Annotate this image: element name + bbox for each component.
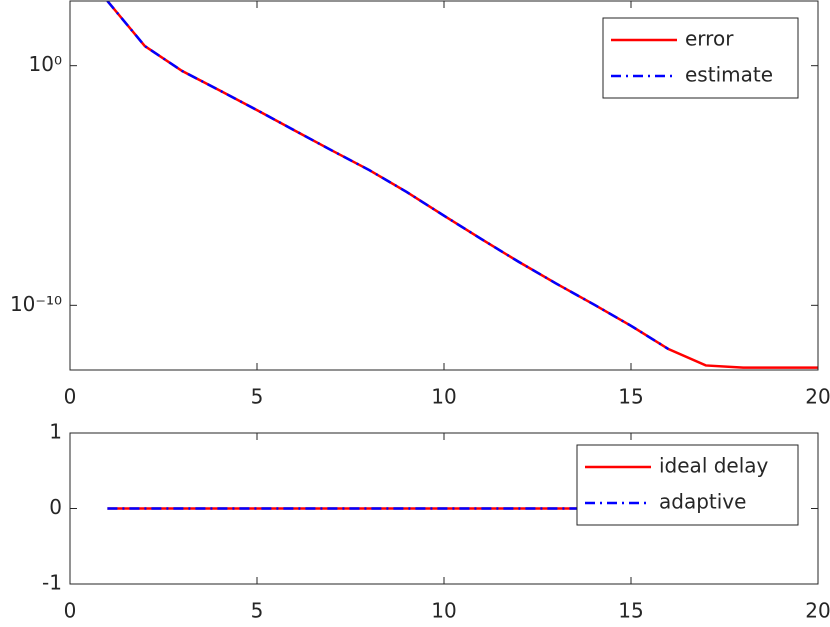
series-line	[106, 1, 670, 351]
legend-box	[576, 444, 799, 526]
legend-label: error	[685, 27, 734, 51]
x-tick-label: 20	[805, 385, 830, 409]
x-tick-label: 10	[431, 385, 456, 409]
x-tick-label: 20	[805, 599, 830, 623]
legend-label: adaptive	[659, 490, 746, 514]
y-tick-label: 10⁰	[29, 52, 62, 76]
x-tick-label: 15	[618, 599, 643, 623]
x-tick-label: 5	[251, 385, 264, 409]
x-tick-label: 15	[618, 385, 643, 409]
y-tick-label: 1	[49, 420, 62, 444]
y-tick-label: -1	[42, 571, 62, 595]
y-tick-label: 10⁻¹⁰	[10, 292, 62, 316]
x-tick-label: 10	[431, 599, 456, 623]
x-tick-label: 5	[251, 599, 264, 623]
x-tick-label: 0	[64, 599, 77, 623]
legend-box	[602, 17, 799, 99]
legend-label: estimate	[685, 63, 773, 87]
x-tick-label: 0	[64, 385, 77, 409]
legend-label: ideal delay	[659, 454, 769, 478]
y-tick-label: 0	[49, 495, 62, 519]
